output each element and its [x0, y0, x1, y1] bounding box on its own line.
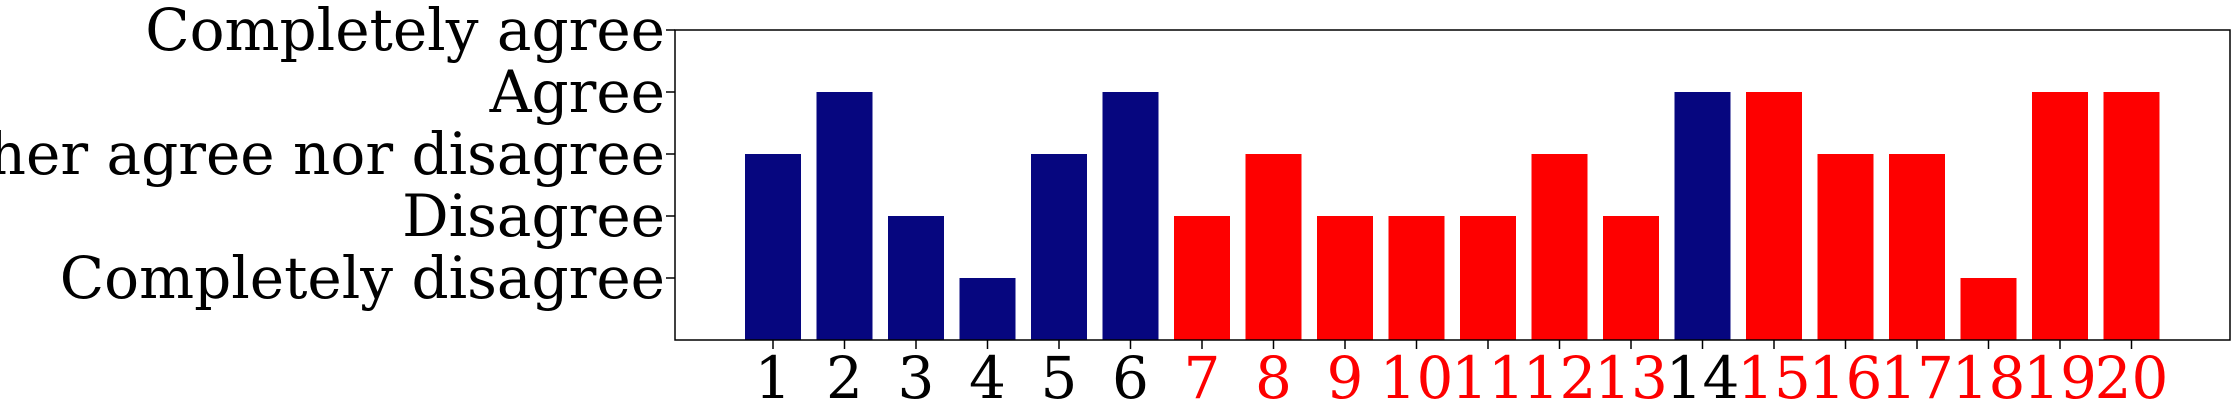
- x-tick-label: 7: [1184, 344, 1221, 412]
- x-tick-label: 15: [1737, 344, 1811, 412]
- x-tick-label: 17: [1880, 344, 1954, 412]
- x-tick-label: 2: [826, 344, 863, 412]
- bar-2: [816, 92, 873, 340]
- bar-19: [2032, 92, 2088, 340]
- bars: [745, 92, 2160, 340]
- bar-18: [1960, 278, 2017, 340]
- x-tick-label: 20: [2095, 344, 2169, 412]
- bar-3: [888, 216, 944, 340]
- bar-17: [1889, 154, 1945, 340]
- bar-1: [745, 154, 801, 340]
- bar-8: [1245, 154, 1302, 340]
- bar-5: [1031, 154, 1087, 340]
- x-tick-label: 10: [1380, 344, 1454, 412]
- plot-frame: [674, 29, 2231, 341]
- x-tick-label: 3: [898, 344, 935, 412]
- y-tick-label: Neither agree nor disagree: [0, 120, 665, 188]
- x-tick-label: 11: [1451, 344, 1525, 412]
- y-tick-label: Agree: [489, 58, 665, 126]
- y-tick-label: Completely agree: [145, 0, 665, 64]
- y-axis: Completely disagreeDisagreeNeither agree…: [0, 0, 675, 312]
- bar-12: [1531, 154, 1588, 340]
- x-tick-label: 13: [1594, 344, 1668, 412]
- x-tick-label: 19: [2023, 344, 2097, 412]
- x-tick-label: 1: [755, 344, 792, 412]
- x-tick-label: 8: [1255, 344, 1292, 412]
- bar-15: [1746, 92, 1802, 340]
- y-tick-label: Disagree: [402, 182, 665, 250]
- x-tick-label: 4: [969, 344, 1006, 412]
- x-tick-label: 5: [1041, 344, 1078, 412]
- x-tick-label: 6: [1112, 344, 1149, 412]
- bar-13: [1603, 216, 1659, 340]
- bar-14: [1674, 92, 1731, 340]
- x-tick-label: 18: [1952, 344, 2026, 412]
- bar-16: [1817, 154, 1874, 340]
- x-tick-label: 14: [1666, 344, 1740, 412]
- x-tick-label: 9: [1327, 344, 1364, 412]
- bar-11: [1460, 216, 1516, 340]
- x-tick-label: 12: [1523, 344, 1597, 412]
- bar-7: [1174, 216, 1230, 340]
- bar-20: [2103, 92, 2160, 340]
- x-tick-label: 16: [1809, 344, 1883, 412]
- bar-10: [1388, 216, 1445, 340]
- bar-9: [1317, 216, 1373, 340]
- bar-4: [959, 278, 1016, 340]
- y-tick-label: Completely disagree: [60, 244, 665, 312]
- bar-6: [1102, 92, 1159, 340]
